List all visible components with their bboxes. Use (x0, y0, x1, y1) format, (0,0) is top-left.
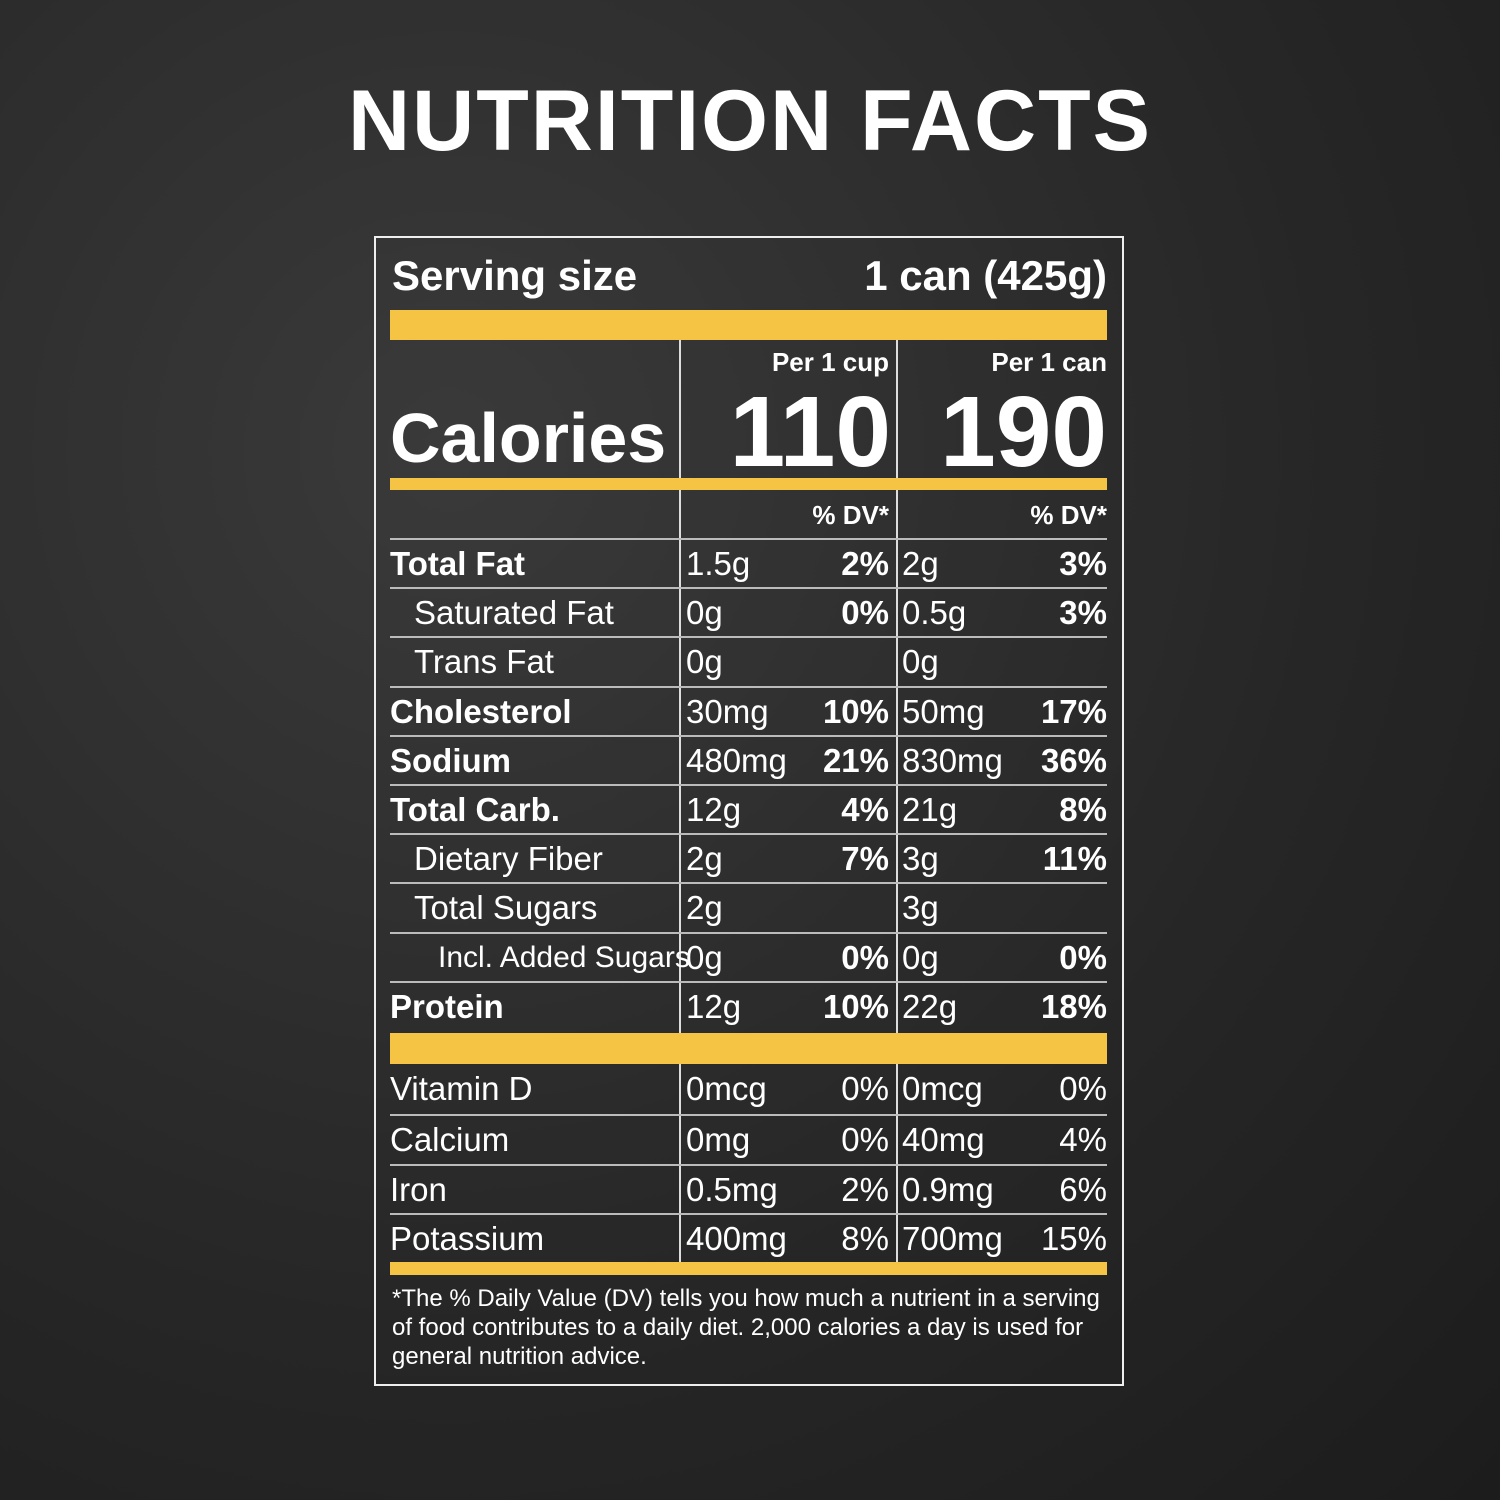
daily-value: 0% (841, 594, 889, 632)
vitamin-name: Vitamin D (390, 1070, 533, 1107)
label-box (374, 236, 1124, 1386)
nutrient-name: Protein (390, 987, 504, 1025)
vitamin-row: Calcium 0mg 0% 40mg 4% (390, 1114, 1107, 1163)
amount: 0.5mg (686, 1170, 778, 1208)
nutrient-row: Incl. Added Sugars 0g 0% 0g 0% (390, 931, 1107, 981)
daily-value: 0% (841, 1070, 889, 1107)
divider (390, 1262, 1107, 1275)
amount: 0.5g (902, 594, 967, 632)
daily-value: 36% (1040, 741, 1107, 779)
vitamin-row: Vitamin D 0mcg 0% 0mcg 0% (390, 1065, 1107, 1114)
amount: 0mg (686, 1121, 751, 1159)
amount: 2g (902, 545, 939, 582)
nutrient-row: Trans Fat 0g 0g (390, 636, 1107, 685)
dv-header: % DV* (812, 500, 889, 530)
nutrient-name: Saturated Fat (414, 594, 614, 632)
amount: 2g (686, 889, 723, 927)
amount: 0g (902, 643, 939, 681)
column-line (679, 340, 681, 1262)
amount: 3g (902, 889, 939, 927)
column-header: Per 1 cup (771, 347, 889, 377)
amount: 12g (686, 987, 742, 1025)
column-header: Per 1 can (991, 347, 1107, 377)
amount: 700mg (902, 1219, 1003, 1257)
calories-label: Calories (390, 399, 667, 477)
nutrient-row: Protein 12g 10% 22g 18% (390, 980, 1107, 1030)
nutrient-row: Total Sugars 2g 3g (390, 882, 1107, 931)
amount: 50mg (902, 692, 985, 730)
daily-value: 4% (841, 791, 889, 828)
divider (390, 478, 1107, 490)
amount: 480mg (686, 741, 787, 779)
amount: 0g (686, 938, 723, 976)
daily-value: 8% (1059, 791, 1107, 828)
daily-value: 17% (1040, 692, 1107, 730)
daily-value: 18% (1040, 987, 1107, 1025)
amount: 40mg (902, 1121, 985, 1159)
daily-value: 2% (841, 1170, 889, 1208)
nutrient-name: Total Sugars (414, 889, 598, 927)
daily-value: 10% (822, 692, 889, 730)
nutrient-row: Total Fat 1.5g 2% 2g 3% (390, 538, 1107, 587)
amount: 1.5g (686, 545, 751, 582)
amount: 3g (902, 840, 939, 878)
amount: 30mg (686, 692, 769, 730)
daily-value: 8% (841, 1219, 889, 1257)
serving-value: 1 can (425g) (864, 252, 1107, 299)
calories-value: 110 (729, 376, 891, 488)
amount: 22g (902, 987, 958, 1025)
dv-header: % DV* (1030, 500, 1107, 530)
nutrient-name: Dietary Fiber (414, 840, 603, 878)
amount: 830mg (902, 741, 1003, 779)
daily-value: 4% (1059, 1121, 1107, 1159)
amount: 0g (902, 938, 939, 976)
nutrient-row: Saturated Fat 0g 0% 0.5g 3% (390, 587, 1107, 636)
amount: 0.9mg (902, 1170, 994, 1208)
vitamin-row: Potassium 400mg 8% 700mg 15% (390, 1212, 1107, 1262)
amount: 400mg (686, 1219, 787, 1257)
daily-value: 0% (1059, 938, 1107, 976)
amount: 0mcg (902, 1070, 983, 1107)
divider (390, 1033, 1107, 1064)
nutrient-name: Total Carb. (390, 791, 560, 828)
column-line (896, 340, 898, 1262)
nutrient-row: Cholesterol 30mg 10% 50mg 17% (390, 685, 1107, 735)
amount: 2g (686, 840, 723, 878)
divider (390, 310, 1107, 340)
daily-value: 0% (841, 938, 889, 976)
vitamin-name: Calcium (390, 1121, 510, 1159)
nutrient-row: Dietary Fiber 2g 7% 3g 11% (390, 833, 1107, 882)
serving-label: Serving size (392, 252, 638, 299)
nutrient-row: Sodium 480mg 21% 830mg 36% (390, 734, 1107, 784)
nutrient-name: Sodium (390, 741, 511, 779)
daily-value: 11% (1042, 840, 1107, 878)
vitamin-name: Iron (390, 1170, 447, 1208)
amount: 0g (686, 594, 723, 632)
daily-value: 3% (1059, 594, 1107, 632)
daily-value: 21% (822, 741, 889, 779)
daily-value: 3% (1059, 545, 1107, 582)
daily-value: 0% (1059, 1070, 1107, 1107)
amount: 0mcg (686, 1070, 767, 1107)
vitamin-name: Potassium (390, 1219, 545, 1257)
calories-value: 190 (940, 376, 1107, 488)
amount: 0g (686, 643, 723, 681)
nutrient-name: Cholesterol (390, 692, 572, 730)
title: NUTRITION FACTS (348, 73, 1152, 169)
daily-value: 6% (1059, 1170, 1107, 1208)
daily-value: 0% (841, 1121, 889, 1159)
nutrient-name: Total Fat (390, 545, 526, 582)
daily-value: 7% (841, 840, 889, 878)
daily-value: 2% (841, 545, 889, 582)
daily-value: 15% (1040, 1219, 1107, 1257)
nutrient-row: Total Carb. 12g 4% 21g 8% (390, 784, 1107, 833)
vitamin-row: Iron 0.5mg 2% 0.9mg 6% (390, 1163, 1107, 1213)
daily-value: 10% (822, 987, 889, 1025)
footnote: *The % Daily Value (DV) tells you how mu… (392, 1285, 1100, 1370)
nutrient-name: Incl. Added Sugars (438, 940, 690, 974)
amount: 21g (902, 791, 958, 828)
amount: 12g (686, 791, 742, 828)
nutrient-name: Trans Fat (414, 643, 554, 681)
